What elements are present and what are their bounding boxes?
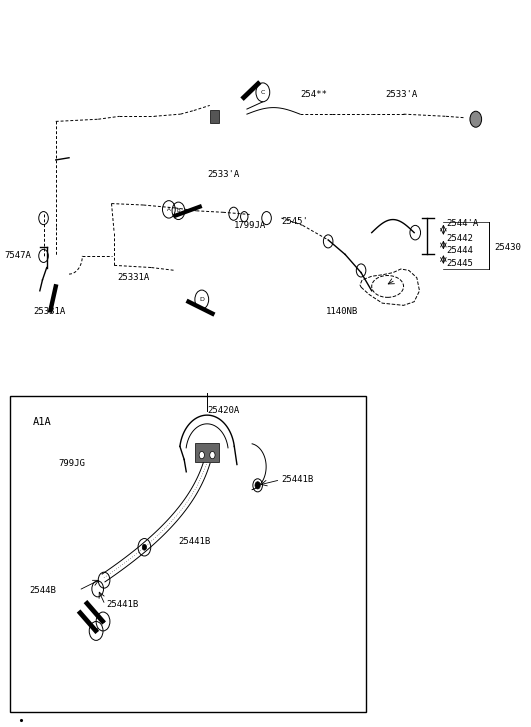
Circle shape bbox=[210, 451, 215, 459]
Text: 25442: 25442 bbox=[446, 234, 473, 243]
Circle shape bbox=[142, 545, 147, 550]
Text: A1A: A1A bbox=[33, 417, 52, 427]
Bar bbox=[210, 110, 219, 123]
Text: 2533'A: 2533'A bbox=[385, 90, 417, 99]
Text: 25441B: 25441B bbox=[281, 475, 314, 484]
Text: 7547A: 7547A bbox=[4, 252, 31, 260]
Circle shape bbox=[255, 482, 260, 489]
Text: 799JG: 799JG bbox=[58, 459, 85, 467]
Text: 25445: 25445 bbox=[446, 260, 473, 268]
Text: C: C bbox=[261, 90, 265, 95]
Text: 2544B: 2544B bbox=[29, 586, 56, 595]
Text: 25420A: 25420A bbox=[207, 406, 239, 415]
FancyBboxPatch shape bbox=[10, 396, 366, 712]
Text: 25444: 25444 bbox=[446, 246, 473, 255]
Text: 2533'A: 2533'A bbox=[207, 170, 239, 179]
Text: A: A bbox=[101, 619, 105, 624]
Text: B: B bbox=[95, 628, 98, 633]
Text: 1799JA: 1799JA bbox=[234, 221, 266, 230]
Text: 25441B: 25441B bbox=[178, 537, 210, 546]
Text: B: B bbox=[177, 209, 180, 213]
Text: 2545': 2545' bbox=[281, 217, 309, 226]
Text: 25331A: 25331A bbox=[117, 273, 149, 282]
Text: 254**: 254** bbox=[300, 90, 327, 99]
Text: 25441B: 25441B bbox=[106, 601, 139, 609]
Text: 25331A: 25331A bbox=[33, 307, 65, 316]
Bar bbox=[195, 443, 219, 462]
Circle shape bbox=[470, 111, 482, 127]
Text: 2544'A: 2544'A bbox=[446, 220, 478, 228]
Circle shape bbox=[199, 451, 204, 459]
Text: 25430: 25430 bbox=[494, 243, 521, 252]
Text: 1140NB: 1140NB bbox=[326, 307, 358, 316]
Text: D: D bbox=[199, 297, 204, 302]
Text: A: A bbox=[167, 207, 171, 212]
Ellipse shape bbox=[372, 276, 404, 297]
